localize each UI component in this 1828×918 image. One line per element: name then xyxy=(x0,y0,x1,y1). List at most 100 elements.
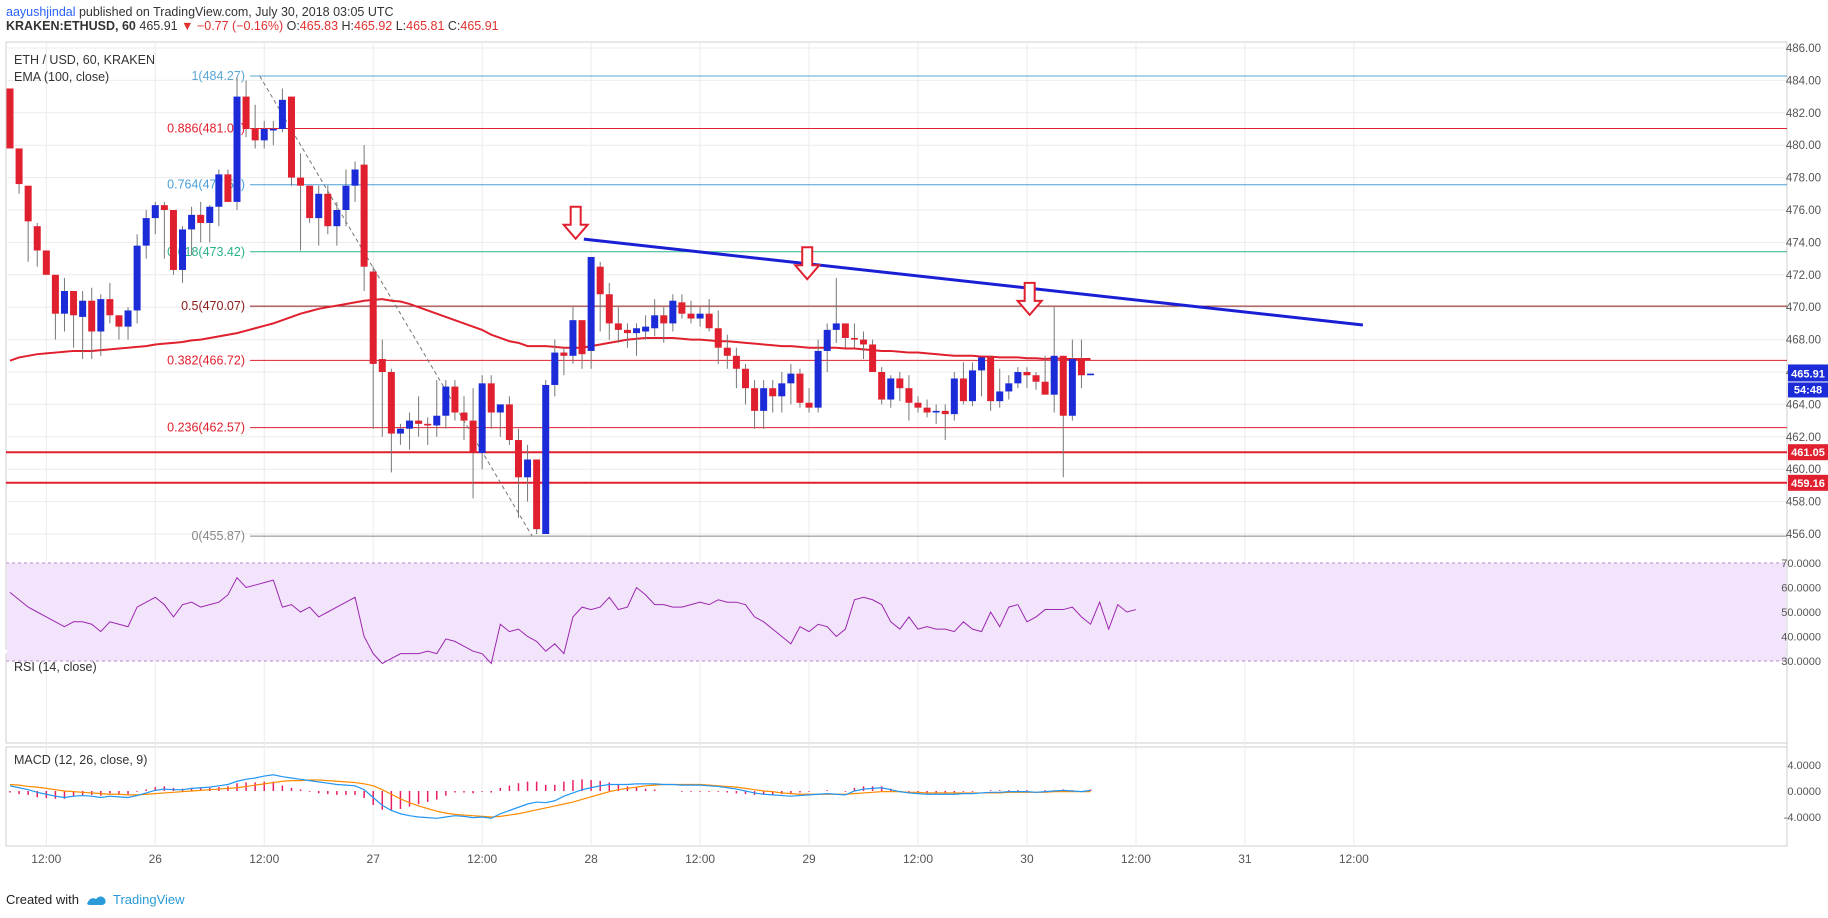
candle-body xyxy=(714,328,722,348)
candle-body xyxy=(787,373,795,384)
candle-body xyxy=(823,329,831,351)
candle-body xyxy=(24,185,32,222)
rsi-tick-label: 30.0000 xyxy=(1781,656,1821,668)
candle-body xyxy=(70,291,78,316)
created-with-label: Created with xyxy=(6,892,79,907)
candle-body xyxy=(587,256,595,351)
y-tick-label: 486.00 xyxy=(1786,43,1821,55)
candle-body xyxy=(1014,372,1022,384)
y-tick-label: 462.00 xyxy=(1786,432,1821,444)
y-tick-label: 474.00 xyxy=(1786,237,1821,249)
down-arrow-annotation xyxy=(561,205,590,241)
candle-body xyxy=(878,372,886,400)
candle-body xyxy=(996,391,1004,402)
open-label: O: xyxy=(286,19,300,33)
chart-svg[interactable]: 12:00 26 12:00 27 12:00 28 12:00 29 12:00 30 12:00… xyxy=(0,0,1828,880)
candle-body xyxy=(151,205,159,219)
x-tick-label: 28 xyxy=(584,852,598,866)
candle-body xyxy=(433,415,441,426)
last-price: 465.91 xyxy=(139,19,178,33)
support-price-label: 461.05 xyxy=(1791,447,1825,459)
publish-info: published on TradingView.com, July 30, 2… xyxy=(78,5,394,19)
candle-body xyxy=(179,229,187,270)
y-tick-label: 464.00 xyxy=(1786,399,1821,411)
low-label: L: xyxy=(395,19,407,33)
author-link[interactable]: aayushjindal xyxy=(6,5,76,19)
candle-body xyxy=(551,352,559,385)
candle-body xyxy=(260,129,268,141)
candle-body xyxy=(6,88,14,149)
candle-body xyxy=(524,459,532,478)
candle-body xyxy=(741,368,749,389)
candle-body xyxy=(315,193,323,219)
candle-body xyxy=(88,300,96,332)
price-change: ▼ −0.77 (−0.16%) xyxy=(181,19,284,33)
chart-header: aayushjindal published on TradingView.co… xyxy=(6,5,499,33)
candle-body xyxy=(642,326,650,332)
candle-body xyxy=(369,271,377,364)
low-value: 465.81 xyxy=(406,19,445,33)
y-tick-label: 460.00 xyxy=(1786,464,1821,476)
candle-body xyxy=(115,315,123,327)
candle-body xyxy=(169,210,177,270)
candle-body xyxy=(732,355,740,369)
x-tick-label: 30 xyxy=(1020,852,1034,866)
candle-body xyxy=(287,96,295,178)
candle-body xyxy=(578,320,586,355)
fib-level-label: 0.618(473.42) xyxy=(167,245,245,259)
candle-body xyxy=(342,185,350,210)
candle-body xyxy=(605,294,613,324)
candle-body xyxy=(333,210,341,227)
support-price-tag xyxy=(1788,444,1828,461)
fib-level-label: 0.764(477.56) xyxy=(167,178,245,192)
close-value: 465.91 xyxy=(460,19,499,33)
candle-body xyxy=(841,323,849,338)
candle-body xyxy=(106,299,114,316)
candle-body xyxy=(1068,359,1076,416)
rsi-tick-label: 60.0000 xyxy=(1781,583,1821,595)
candle-body xyxy=(224,174,232,202)
candle-body xyxy=(959,378,967,402)
y-tick-label: 480.00 xyxy=(1786,140,1821,152)
candle-body xyxy=(496,404,504,413)
candle-body xyxy=(596,266,604,295)
macd-title: MACD (12, 26, close, 9) xyxy=(14,753,147,767)
candle-body xyxy=(60,291,68,314)
candle-body xyxy=(923,407,931,413)
candle-body xyxy=(133,245,141,311)
candle-body xyxy=(760,388,768,411)
candle-body xyxy=(769,388,777,397)
candle-body xyxy=(1077,359,1085,376)
tradingview-logo-icon xyxy=(86,896,106,905)
candle-body xyxy=(678,302,686,314)
candle-body xyxy=(669,300,677,324)
rsi-title: RSI (14, close) xyxy=(14,660,97,674)
candle-body xyxy=(705,313,713,329)
rsi-band xyxy=(7,563,1786,661)
tradingview-brand[interactable]: TradingView xyxy=(112,892,185,907)
rsi-tick-label: 40.0000 xyxy=(1781,632,1821,644)
ema-line xyxy=(9,298,1091,362)
candle-body xyxy=(614,323,622,330)
support-price-label: 459.16 xyxy=(1791,478,1825,490)
macd-tick-label: -4.0000 xyxy=(1784,812,1821,824)
x-tick-label: 27 xyxy=(367,852,381,866)
countdown-tag xyxy=(1788,382,1828,398)
fib-level-label: 0.886(481.03) xyxy=(167,122,245,136)
candle-body xyxy=(269,129,277,131)
candle-body xyxy=(623,329,631,334)
candle-body xyxy=(197,214,205,223)
symbol-label: KRAKEN:ETHUSD, 60 xyxy=(6,19,136,33)
candle-body xyxy=(914,402,922,408)
candle-body xyxy=(869,344,877,372)
y-tick-label: 458.00 xyxy=(1786,497,1821,509)
candle-body xyxy=(142,218,150,246)
countdown-label: 54:48 xyxy=(1794,384,1822,396)
candle-body xyxy=(251,129,259,141)
y-tick-label: 484.00 xyxy=(1786,75,1821,87)
macd-pane-frame xyxy=(5,746,1788,847)
last-price-tag xyxy=(1788,364,1828,382)
rsi-pane-frame xyxy=(5,653,1788,744)
fib-diagonal-line xyxy=(259,75,533,537)
x-tick-label: 12:00 xyxy=(467,852,497,866)
